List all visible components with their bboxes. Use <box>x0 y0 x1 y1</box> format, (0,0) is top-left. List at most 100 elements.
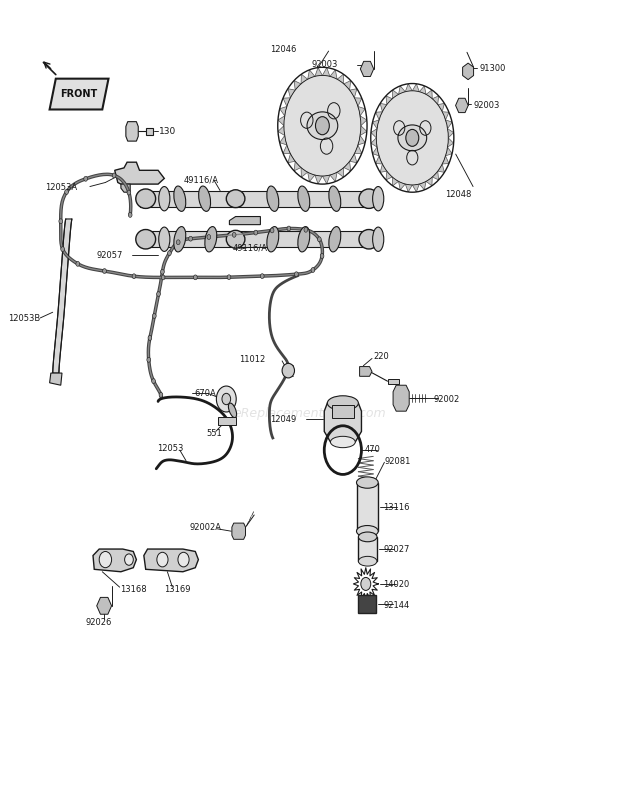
Polygon shape <box>330 70 337 79</box>
Polygon shape <box>446 147 452 156</box>
Ellipse shape <box>226 230 245 248</box>
Circle shape <box>254 230 258 235</box>
Circle shape <box>64 190 68 195</box>
Polygon shape <box>399 182 405 190</box>
Polygon shape <box>280 135 287 145</box>
Polygon shape <box>358 135 365 145</box>
Text: 130: 130 <box>159 127 177 136</box>
Circle shape <box>188 236 192 241</box>
Ellipse shape <box>329 226 341 252</box>
Polygon shape <box>438 103 445 112</box>
Polygon shape <box>399 86 405 94</box>
Circle shape <box>317 237 321 242</box>
Polygon shape <box>412 184 419 192</box>
Polygon shape <box>392 90 399 99</box>
Circle shape <box>161 269 164 274</box>
Polygon shape <box>426 177 432 186</box>
Ellipse shape <box>398 125 427 151</box>
Circle shape <box>153 314 156 319</box>
Circle shape <box>167 251 171 255</box>
Text: 13168: 13168 <box>120 585 146 594</box>
Ellipse shape <box>298 186 310 212</box>
Polygon shape <box>412 84 419 92</box>
Polygon shape <box>283 145 290 153</box>
Polygon shape <box>350 153 357 163</box>
Ellipse shape <box>329 186 341 212</box>
Polygon shape <box>278 126 285 135</box>
Polygon shape <box>360 367 372 376</box>
Circle shape <box>216 386 236 412</box>
Polygon shape <box>93 549 136 572</box>
Ellipse shape <box>356 477 378 488</box>
Polygon shape <box>283 98 290 106</box>
Text: 14020: 14020 <box>383 580 409 590</box>
Circle shape <box>320 254 324 259</box>
Circle shape <box>148 336 152 341</box>
Polygon shape <box>373 147 379 156</box>
Polygon shape <box>405 184 412 192</box>
Circle shape <box>84 176 87 181</box>
Text: 92144: 92144 <box>383 600 409 610</box>
Circle shape <box>406 130 419 146</box>
Text: 92027: 92027 <box>383 545 410 555</box>
Circle shape <box>125 554 133 565</box>
Polygon shape <box>376 112 383 120</box>
Polygon shape <box>393 385 409 411</box>
Polygon shape <box>442 112 449 120</box>
Polygon shape <box>426 90 432 99</box>
Circle shape <box>304 227 308 232</box>
Ellipse shape <box>267 186 279 212</box>
Ellipse shape <box>298 226 310 252</box>
Circle shape <box>193 275 197 280</box>
Circle shape <box>178 552 189 567</box>
Ellipse shape <box>359 189 379 208</box>
Ellipse shape <box>228 403 237 418</box>
Circle shape <box>159 393 163 397</box>
Text: 12048: 12048 <box>445 190 472 200</box>
Text: 470: 470 <box>365 444 381 454</box>
Polygon shape <box>294 161 301 171</box>
Polygon shape <box>322 67 330 76</box>
Circle shape <box>207 234 211 239</box>
Polygon shape <box>97 598 112 614</box>
Bar <box>140 231 375 247</box>
Circle shape <box>76 261 79 266</box>
Circle shape <box>284 75 361 176</box>
Ellipse shape <box>226 190 245 208</box>
Circle shape <box>311 268 315 272</box>
Text: 92081: 92081 <box>384 457 411 466</box>
Text: 670A: 670A <box>194 388 216 398</box>
Polygon shape <box>438 164 445 173</box>
Bar <box>332 405 354 418</box>
Ellipse shape <box>327 396 358 410</box>
Polygon shape <box>115 162 164 184</box>
Polygon shape <box>280 106 287 116</box>
Circle shape <box>59 219 63 224</box>
Ellipse shape <box>282 363 294 378</box>
Circle shape <box>222 393 231 405</box>
Polygon shape <box>358 106 365 116</box>
Polygon shape <box>360 116 367 126</box>
Polygon shape <box>448 138 454 147</box>
Polygon shape <box>50 373 62 385</box>
Polygon shape <box>294 80 301 90</box>
Text: 13116: 13116 <box>383 503 410 513</box>
Polygon shape <box>392 177 399 186</box>
Polygon shape <box>53 219 72 373</box>
Polygon shape <box>448 129 454 138</box>
Polygon shape <box>376 156 383 164</box>
Bar <box>388 379 399 384</box>
Bar <box>356 483 378 531</box>
Circle shape <box>112 173 116 178</box>
Polygon shape <box>371 138 377 147</box>
Polygon shape <box>126 122 138 141</box>
Ellipse shape <box>267 226 279 252</box>
Polygon shape <box>343 161 351 171</box>
Text: 12046: 12046 <box>270 45 296 54</box>
Text: 11012: 11012 <box>239 354 265 364</box>
Ellipse shape <box>358 556 377 566</box>
Text: FRONT: FRONT <box>60 89 98 99</box>
Polygon shape <box>301 75 308 84</box>
Ellipse shape <box>330 436 355 448</box>
Text: 49116/A: 49116/A <box>184 175 218 185</box>
